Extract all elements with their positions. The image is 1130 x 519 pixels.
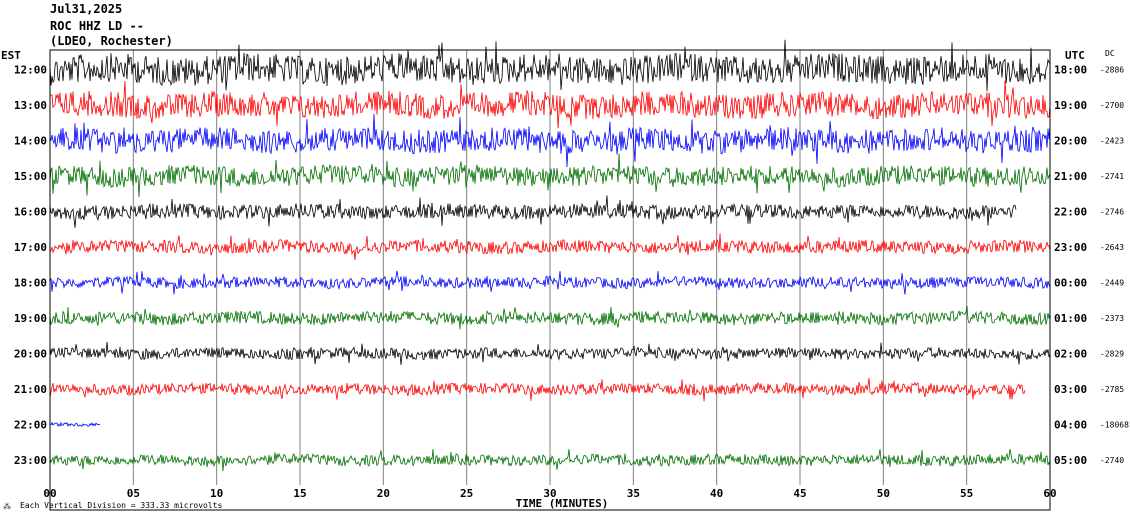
est-hour-label: 19:00 xyxy=(14,312,47,325)
footer-marker-icon: ⁂ xyxy=(3,502,11,511)
seismic-trace xyxy=(49,80,1051,129)
utc-hour-label: 19:00 xyxy=(1054,99,1087,112)
date-label: Jul31,2025 xyxy=(50,2,123,16)
est-hour-label: 14:00 xyxy=(14,135,47,148)
est-hour-label: 15:00 xyxy=(14,170,47,183)
est-hour-label: 13:00 xyxy=(14,99,47,112)
est-hour-label: 22:00 xyxy=(14,419,47,432)
x-tick-label: 50 xyxy=(877,487,890,500)
seismic-trace xyxy=(49,421,101,427)
dc-offset-label: -2785 xyxy=(1100,385,1124,394)
dc-offset-label: -2829 xyxy=(1100,350,1124,359)
dc-offset-label: -2741 xyxy=(1100,172,1124,181)
seismic-trace xyxy=(49,39,1051,92)
x-tick-label: 10 xyxy=(210,487,223,500)
utc-hour-label: 23:00 xyxy=(1054,241,1087,254)
dc-offset-label: -2423 xyxy=(1100,137,1124,146)
dc-offset-label: -2373 xyxy=(1100,314,1124,323)
utc-hour-label: 05:00 xyxy=(1054,454,1087,467)
dc-offset-label: -180681 xyxy=(1100,421,1130,430)
utc-hour-label: 01:00 xyxy=(1054,312,1087,325)
dc-offset-label: -2746 xyxy=(1100,208,1124,217)
plot-frame xyxy=(49,49,1051,511)
seismic-trace xyxy=(49,305,1051,330)
x-tick-label: 55 xyxy=(960,487,973,500)
dc-offset-label: -2740 xyxy=(1100,456,1124,465)
dc-offset-label: -2886 xyxy=(1100,66,1124,75)
seismic-trace xyxy=(49,233,1051,261)
x-tick-label: 20 xyxy=(377,487,390,500)
utc-hour-label: 00:00 xyxy=(1054,277,1087,290)
est-hour-label: 17:00 xyxy=(14,241,47,254)
minute-gridlines xyxy=(132,50,968,485)
utc-hour-label: 03:00 xyxy=(1054,383,1087,396)
station-label: ROC HHZ LD -- xyxy=(50,19,144,33)
est-hour-label: 16:00 xyxy=(14,206,47,219)
x-tick-label: 35 xyxy=(627,487,640,500)
x-axis-label: TIME (MINUTES) xyxy=(516,497,609,510)
est-hour-label: 23:00 xyxy=(14,454,47,467)
vertical-division-note: Each Vertical Division = 333.33 microvol… xyxy=(20,501,223,510)
est-hour-label: 20:00 xyxy=(14,348,47,361)
seismic-trace xyxy=(49,195,1017,228)
utc-hour-label: 22:00 xyxy=(1054,206,1087,219)
x-tick-label: 15 xyxy=(293,487,306,500)
utc-hour-label: 02:00 xyxy=(1054,348,1087,361)
est-axis-title: EST xyxy=(1,49,21,62)
seismic-trace xyxy=(49,153,1051,198)
dc-axis-title: DC xyxy=(1105,49,1115,58)
utc-hour-label: 20:00 xyxy=(1054,135,1087,148)
dc-offset-label: -2449 xyxy=(1100,279,1124,288)
x-tick-label: 25 xyxy=(460,487,473,500)
location-label: (LDEO, Rochester) xyxy=(50,34,173,48)
utc-hour-label: 04:00 xyxy=(1054,419,1087,432)
seismic-trace xyxy=(49,270,1051,295)
seismic-trace xyxy=(49,113,1051,168)
est-hour-label: 18:00 xyxy=(14,277,47,290)
utc-hour-label: 18:00 xyxy=(1054,64,1087,77)
x-tick-label: 45 xyxy=(793,487,806,500)
seismic-trace xyxy=(49,377,1026,402)
est-hour-label: 21:00 xyxy=(14,383,47,396)
dc-offset-label: -2643 xyxy=(1100,243,1124,252)
utc-hour-label: 21:00 xyxy=(1054,170,1087,183)
dc-offset-label: -2700 xyxy=(1100,101,1124,110)
seismic-traces xyxy=(49,39,1051,472)
est-hour-label: 12:00 xyxy=(14,64,47,77)
x-tick-label: 40 xyxy=(710,487,723,500)
x-tick-label: 05 xyxy=(127,487,140,500)
x-tick-label: 30 xyxy=(543,487,556,500)
utc-axis-title: UTC xyxy=(1065,49,1085,62)
seismic-trace xyxy=(49,341,1051,365)
seismic-trace xyxy=(49,448,1051,472)
